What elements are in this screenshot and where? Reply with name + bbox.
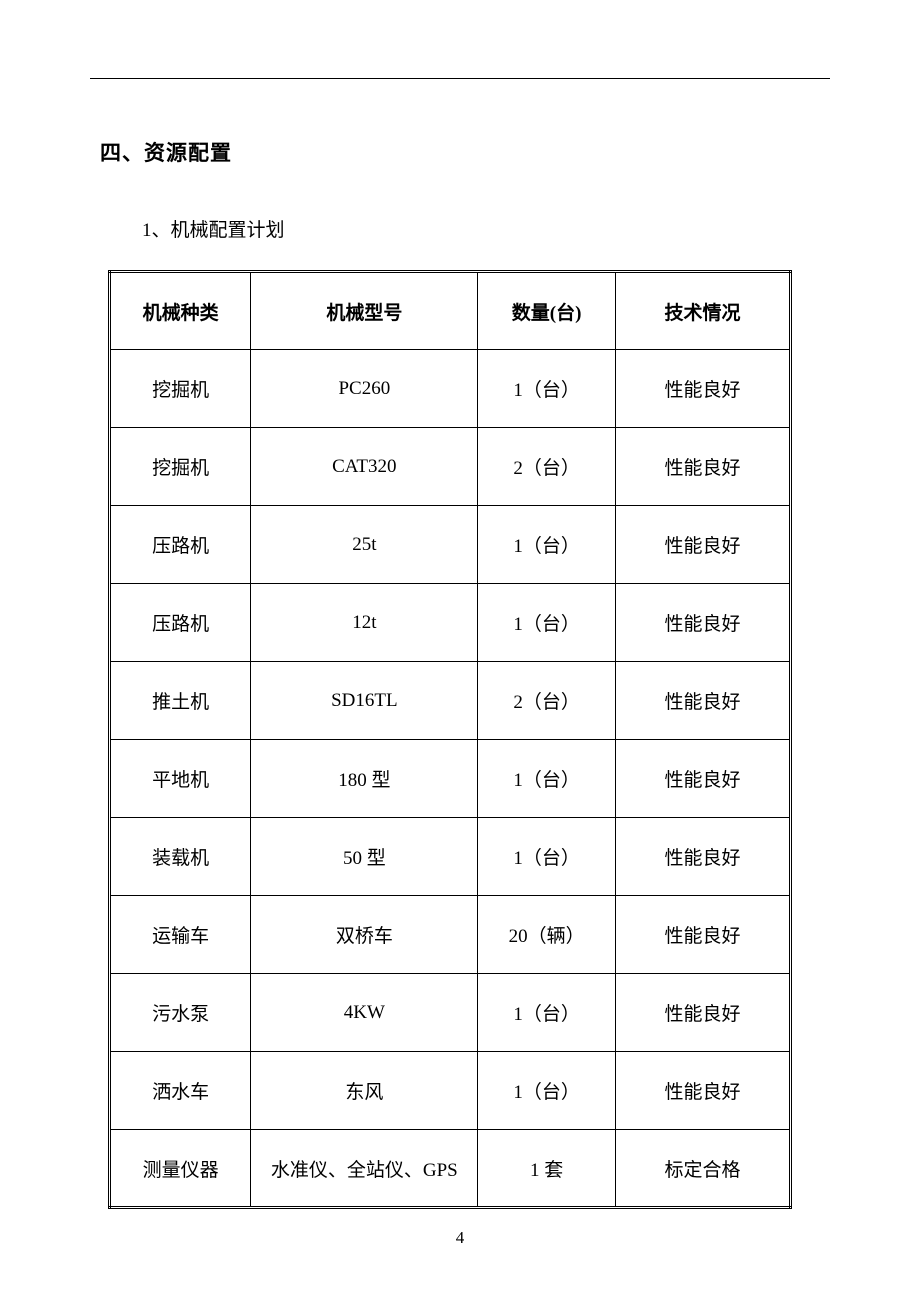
cell-qty: 1（台） bbox=[478, 974, 616, 1052]
page-number: 4 bbox=[0, 1228, 920, 1248]
cell-cond: 性能良好 bbox=[615, 1052, 790, 1130]
col-header-cond: 技术情况 bbox=[615, 272, 790, 350]
equipment-table-wrap: 机械种类 机械型号 数量(台) 技术情况 挖掘机PC2601（台）性能良好挖掘机… bbox=[108, 270, 830, 1209]
cell-type: 洒水车 bbox=[110, 1052, 251, 1130]
cell-model: 25t bbox=[251, 506, 478, 584]
cell-cond: 性能良好 bbox=[615, 974, 790, 1052]
cell-model: PC260 bbox=[251, 350, 478, 428]
cell-model: 12t bbox=[251, 584, 478, 662]
cell-type: 挖掘机 bbox=[110, 428, 251, 506]
cell-model: 东风 bbox=[251, 1052, 478, 1130]
sub-heading: 1、机械配置计划 bbox=[142, 215, 830, 242]
cell-cond: 标定合格 bbox=[615, 1130, 790, 1208]
table-body: 挖掘机PC2601（台）性能良好挖掘机CAT3202（台）性能良好压路机25t1… bbox=[110, 350, 791, 1208]
col-header-qty: 数量(台) bbox=[478, 272, 616, 350]
cell-model: SD16TL bbox=[251, 662, 478, 740]
cell-qty: 1（台） bbox=[478, 818, 616, 896]
table-row: 推土机SD16TL2（台）性能良好 bbox=[110, 662, 791, 740]
table-row: 压路机25t1（台）性能良好 bbox=[110, 506, 791, 584]
cell-cond: 性能良好 bbox=[615, 740, 790, 818]
cell-type: 平地机 bbox=[110, 740, 251, 818]
table-row: 污水泵4KW1（台）性能良好 bbox=[110, 974, 791, 1052]
cell-cond: 性能良好 bbox=[615, 428, 790, 506]
equipment-table: 机械种类 机械型号 数量(台) 技术情况 挖掘机PC2601（台）性能良好挖掘机… bbox=[108, 270, 792, 1209]
cell-qty: 2（台） bbox=[478, 428, 616, 506]
cell-qty: 1（台） bbox=[478, 506, 616, 584]
cell-qty: 20（辆） bbox=[478, 896, 616, 974]
cell-type: 推土机 bbox=[110, 662, 251, 740]
table-row: 挖掘机PC2601（台）性能良好 bbox=[110, 350, 791, 428]
cell-cond: 性能良好 bbox=[615, 350, 790, 428]
document-page: 四、资源配置 1、机械配置计划 机械种类 机械型号 数量(台) 技术情况 挖掘机… bbox=[0, 0, 920, 1209]
cell-model: 4KW bbox=[251, 974, 478, 1052]
cell-type: 压路机 bbox=[110, 506, 251, 584]
cell-qty: 1 套 bbox=[478, 1130, 616, 1208]
cell-qty: 1（台） bbox=[478, 740, 616, 818]
col-header-model: 机械型号 bbox=[251, 272, 478, 350]
cell-cond: 性能良好 bbox=[615, 506, 790, 584]
cell-type: 压路机 bbox=[110, 584, 251, 662]
cell-cond: 性能良好 bbox=[615, 662, 790, 740]
cell-cond: 性能良好 bbox=[615, 818, 790, 896]
cell-model: 180 型 bbox=[251, 740, 478, 818]
cell-type: 运输车 bbox=[110, 896, 251, 974]
table-header-row: 机械种类 机械型号 数量(台) 技术情况 bbox=[110, 272, 791, 350]
table-row: 压路机12t1（台）性能良好 bbox=[110, 584, 791, 662]
cell-model: 50 型 bbox=[251, 818, 478, 896]
table-row: 运输车双桥车20（辆）性能良好 bbox=[110, 896, 791, 974]
cell-model: 双桥车 bbox=[251, 896, 478, 974]
cell-model: 水准仪、全站仪、GPS bbox=[251, 1130, 478, 1208]
table-row: 装载机50 型1（台）性能良好 bbox=[110, 818, 791, 896]
cell-model: CAT320 bbox=[251, 428, 478, 506]
col-header-type: 机械种类 bbox=[110, 272, 251, 350]
cell-type: 测量仪器 bbox=[110, 1130, 251, 1208]
cell-qty: 2（台） bbox=[478, 662, 616, 740]
table-row: 测量仪器水准仪、全站仪、GPS1 套标定合格 bbox=[110, 1130, 791, 1208]
header-rule bbox=[90, 78, 830, 79]
cell-type: 装载机 bbox=[110, 818, 251, 896]
cell-qty: 1（台） bbox=[478, 1052, 616, 1130]
cell-type: 污水泵 bbox=[110, 974, 251, 1052]
cell-cond: 性能良好 bbox=[615, 896, 790, 974]
table-row: 挖掘机CAT3202（台）性能良好 bbox=[110, 428, 791, 506]
table-row: 平地机180 型1（台）性能良好 bbox=[110, 740, 791, 818]
table-row: 洒水车东风1（台）性能良好 bbox=[110, 1052, 791, 1130]
cell-qty: 1（台） bbox=[478, 350, 616, 428]
cell-cond: 性能良好 bbox=[615, 584, 790, 662]
cell-qty: 1（台） bbox=[478, 584, 616, 662]
cell-type: 挖掘机 bbox=[110, 350, 251, 428]
section-heading: 四、资源配置 bbox=[100, 137, 830, 167]
